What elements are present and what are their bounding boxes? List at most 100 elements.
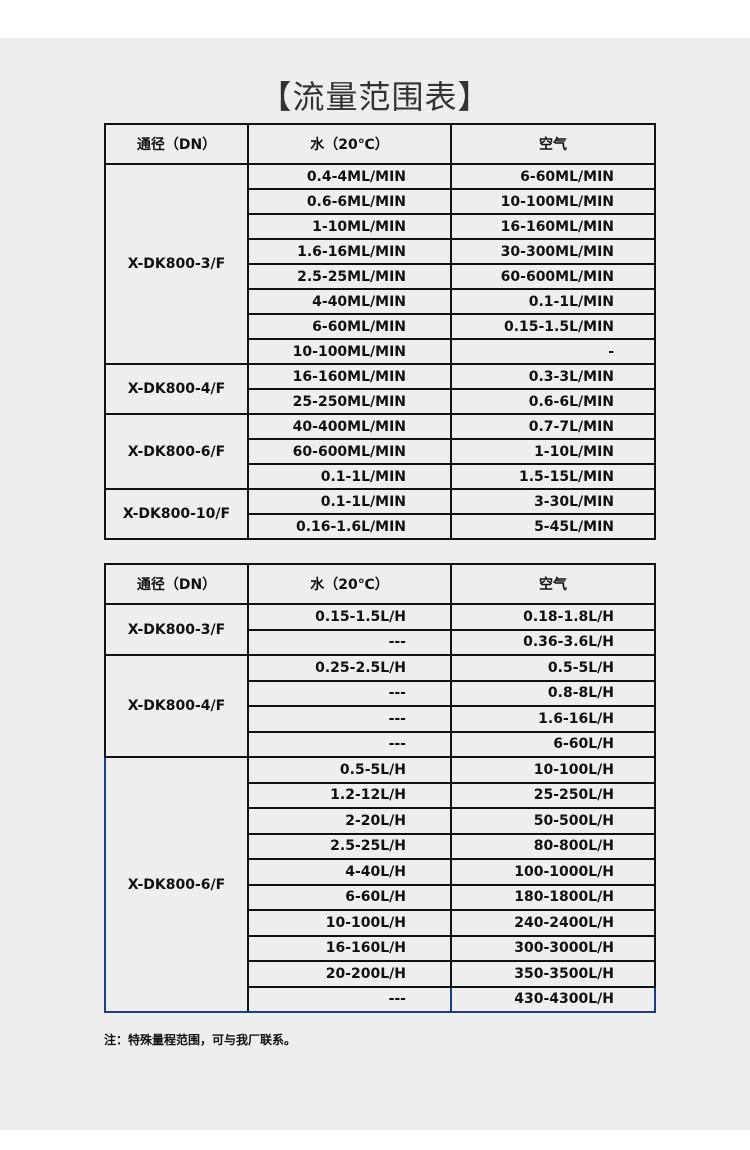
table-row: 6-60ML/MIN 0.15-1.5L/MIN [105, 313, 656, 340]
table-row: 0.1-1L/MIN 1.5-15L/MIN [105, 463, 656, 490]
air-range-cell: 1-10L/MIN [450, 438, 656, 465]
model-cell: X-DK800-6/F [104, 756, 249, 1013]
water-range-cell: 2-20L/H [247, 807, 452, 835]
air-range-cell: 30-300ML/MIN [450, 238, 656, 265]
table-row: 1-10ML/MIN 16-160ML/MIN [105, 213, 656, 240]
flow-range-table-l-h: 通径（DN） 水（20℃） 空气 X-DK800-3/F 0.15-1.5L/H 0.18… [104, 563, 656, 1013]
water-range-cell: 4-40L/H [247, 858, 452, 886]
air-range-cell: 0.8-8L/H [450, 679, 656, 707]
air-range-cell: 6-60L/H [450, 730, 656, 758]
model-cell: X-DK800-10/F [104, 488, 249, 540]
air-range-cell: 0.1-1L/MIN [450, 288, 656, 315]
air-range-cell: 10-100ML/MIN [450, 188, 656, 215]
air-range-cell: 0.18-1.8L/H [450, 603, 656, 631]
water-range-cell: 0.25-2.5L/H [247, 654, 452, 682]
table-row: 2.5-25L/H 80-800L/H [105, 832, 656, 860]
water-range-cell: 10-100ML/MIN [247, 338, 452, 365]
table-row: 1.6-16ML/MIN 30-300ML/MIN [105, 238, 656, 265]
water-range-cell: 6-60L/H [247, 883, 452, 911]
water-range-cell: --- [247, 679, 452, 707]
table-row: 6-60L/H 180-1800L/H [105, 883, 656, 911]
water-range-cell: 0.15-1.5L/H [247, 603, 452, 631]
table-row: 2-20L/H 50-500L/H [105, 807, 656, 835]
water-range-cell: 0.16-1.6L/MIN [247, 513, 452, 540]
water-range-cell: 16-160L/H [247, 934, 452, 962]
water-range-cell: 16-160ML/MIN [247, 363, 452, 390]
water-range-cell: --- [247, 628, 452, 656]
air-range-cell: 60-600ML/MIN [450, 263, 656, 290]
flow-range-table-ml-min: 通径（DN） 水（20℃） 空气 X-DK800-3/F 0.4-4ML/MIN 6-60… [104, 123, 656, 540]
water-range-cell: --- [247, 985, 452, 1013]
water-range-cell: --- [247, 730, 452, 758]
air-range-cell: 10-100L/H [450, 756, 656, 784]
table-row: 0.16-1.6L/MIN 5-45L/MIN [105, 513, 656, 540]
water-range-cell: 2.5-25L/H [247, 832, 452, 860]
model-cell: X-DK800-3/F [104, 603, 249, 656]
header-air: 空气 [450, 563, 656, 605]
water-range-cell: 1.2-12L/H [247, 781, 452, 809]
table-row: 2.5-25ML/MIN 60-600ML/MIN [105, 263, 656, 290]
air-range-cell: 16-160ML/MIN [450, 213, 656, 240]
air-range-cell: - [450, 338, 656, 365]
table-row: 0.6-6ML/MIN 10-100ML/MIN [105, 188, 656, 215]
table-row: --- 430-4300L/H [105, 985, 656, 1013]
air-range-cell: 1.6-16L/H [450, 705, 656, 733]
table-row: 4-40ML/MIN 0.1-1L/MIN [105, 288, 656, 315]
header-water: 水（20℃） [247, 123, 452, 165]
header-dn: 通径（DN） [104, 123, 249, 165]
model-cell: X-DK800-4/F [104, 654, 249, 758]
air-range-cell: 350-3500L/H [450, 960, 656, 988]
table-row: X-DK800-10/F 0.1-1L/MIN 3-30L/MIN [104, 488, 656, 540]
water-range-cell: 4-40ML/MIN [247, 288, 452, 315]
water-range-cell: 0.1-1L/MIN [247, 488, 452, 515]
air-range-cell: 5-45L/MIN [450, 513, 656, 540]
water-range-cell: 0.5-5L/H [247, 756, 452, 784]
water-range-cell: --- [247, 705, 452, 733]
air-range-cell: 180-1800L/H [450, 883, 656, 911]
water-range-cell: 20-200L/H [247, 960, 452, 988]
air-range-cell: 0.36-3.6L/H [450, 628, 656, 656]
table-row: 10-100ML/MIN - [105, 338, 656, 365]
header-row: 通径（DN） 水（20℃） 空气 [104, 563, 656, 605]
air-range-cell: 3-30L/MIN [450, 488, 656, 515]
water-range-cell: 0.4-4ML/MIN [247, 163, 452, 190]
water-range-cell: 6-60ML/MIN [247, 313, 452, 340]
table-row: X-DK800-6/F 40-400ML/MIN 0.7-7L/MIN [104, 413, 656, 490]
air-range-cell: 80-800L/H [450, 832, 656, 860]
water-range-cell: 1-10ML/MIN [247, 213, 452, 240]
table-row: X-DK800-3/F 0.4-4ML/MIN 6-60ML/MIN [104, 163, 656, 365]
header-water: 水（20℃） [247, 563, 452, 605]
water-range-cell: 0.1-1L/MIN [247, 463, 452, 490]
table-row: 60-600ML/MIN 1-10L/MIN [105, 438, 656, 465]
water-range-cell: 25-250ML/MIN [247, 388, 452, 415]
water-range-cell: 2.5-25ML/MIN [247, 263, 452, 290]
air-range-cell: 0.15-1.5L/MIN [450, 313, 656, 340]
header-air: 空气 [450, 123, 656, 165]
air-range-cell: 6-60ML/MIN [450, 163, 656, 190]
model-cell: X-DK800-6/F [104, 413, 249, 490]
table-row: 10-100L/H 240-2400L/H [105, 909, 656, 937]
air-range-cell: 1.5-15L/MIN [450, 463, 656, 490]
air-range-cell: 25-250L/H [450, 781, 656, 809]
air-range-cell: 240-2400L/H [450, 909, 656, 937]
air-range-cell: 300-3000L/H [450, 934, 656, 962]
water-range-cell: 0.6-6ML/MIN [247, 188, 452, 215]
footnote: 注：特殊量程范围，可与我厂联系。 [104, 1033, 297, 1047]
water-range-cell: 60-600ML/MIN [247, 438, 452, 465]
table-row: X-DK800-4/F 16-160ML/MIN 0.3-3L/MIN [104, 363, 656, 415]
model-cell: X-DK800-4/F [104, 363, 249, 415]
water-range-cell: 10-100L/H [247, 909, 452, 937]
air-range-cell: 430-4300L/H [450, 985, 656, 1013]
page-title: 【流量范围表】 [259, 78, 491, 116]
air-range-cell: 0.7-7L/MIN [450, 413, 656, 440]
air-range-cell: 50-500L/H [450, 807, 656, 835]
air-range-cell: 0.6-6L/MIN [450, 388, 656, 415]
header-dn: 通径（DN） [104, 563, 249, 605]
air-range-cell: 0.3-3L/MIN [450, 363, 656, 390]
header-row: 通径（DN） 水（20℃） 空气 [104, 123, 656, 165]
table-row: X-DK800-4/F 0.25-2.5L/H 0.5-5L/H [104, 654, 656, 758]
water-range-cell: 40-400ML/MIN [247, 413, 452, 440]
water-range-cell: 1.6-16ML/MIN [247, 238, 452, 265]
air-range-cell: 0.5-5L/H [450, 654, 656, 682]
table-row: X-DK800-3/F 0.15-1.5L/H 0.18-1.8L/H [104, 603, 656, 656]
